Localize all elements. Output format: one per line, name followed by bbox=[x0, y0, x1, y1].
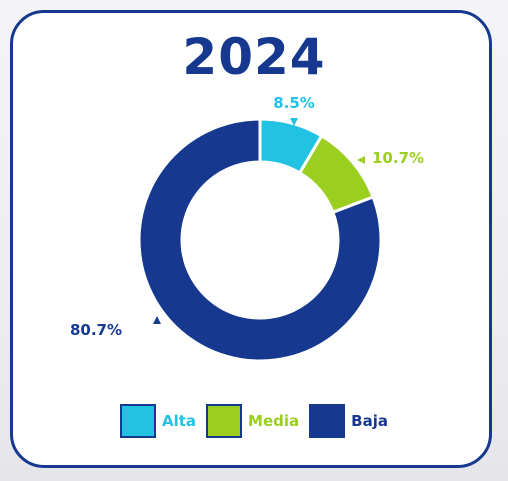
chart-title: 2024 bbox=[182, 28, 326, 86]
data-label-alta: 8.5% bbox=[273, 94, 315, 112]
legend-label-media: Media bbox=[248, 412, 300, 430]
chart-card bbox=[10, 10, 492, 468]
legend-item-alta: Alta bbox=[120, 404, 196, 438]
label-pointer-baja bbox=[153, 316, 161, 324]
data-label-media: 10.7% bbox=[372, 149, 424, 167]
legend-swatch-media bbox=[206, 404, 243, 438]
legend-swatch-alta bbox=[120, 404, 156, 438]
slice-baja bbox=[137, 117, 383, 363]
legend-swatch-baja bbox=[309, 404, 346, 438]
label-pointer-alta bbox=[290, 118, 298, 126]
legend: Alta Media Baja bbox=[0, 404, 508, 438]
legend-item-media: Media bbox=[206, 404, 299, 438]
data-label-baja: 80.7% bbox=[70, 321, 122, 339]
label-pointer-media bbox=[357, 156, 365, 164]
legend-item-baja: Baja bbox=[309, 404, 388, 438]
legend-label-alta: Alta bbox=[162, 412, 197, 430]
legend-label-baja: Baja bbox=[351, 412, 388, 430]
